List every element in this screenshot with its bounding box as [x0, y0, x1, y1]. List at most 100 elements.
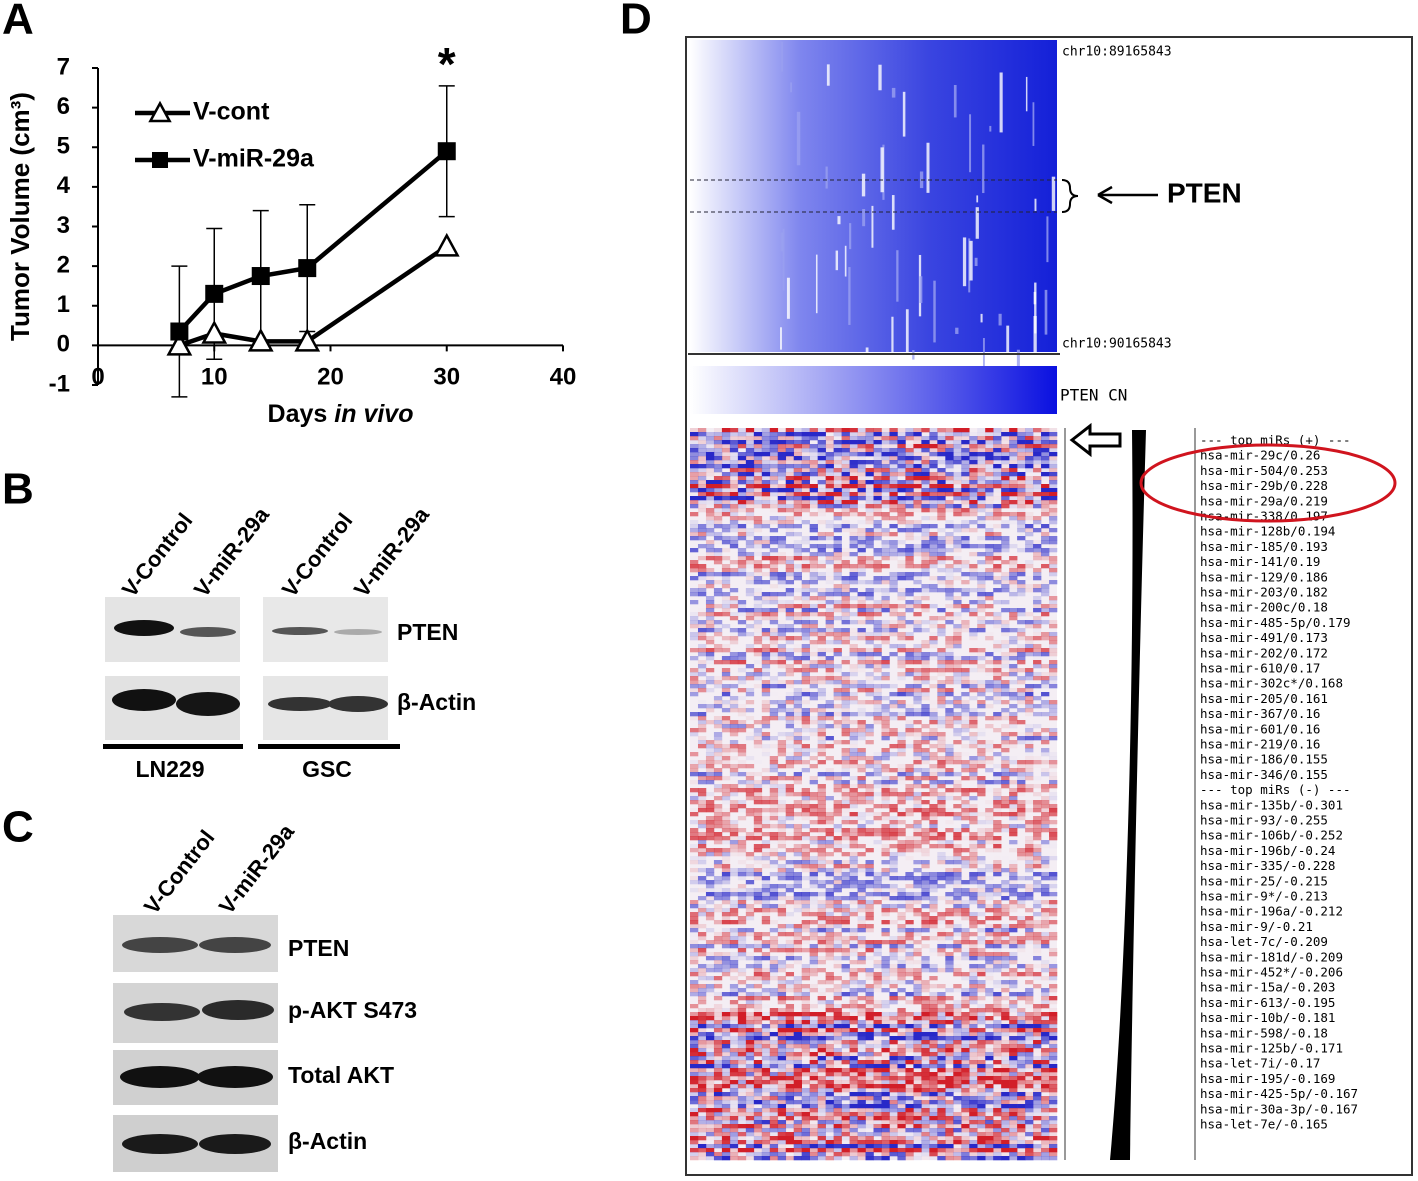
cell	[913, 492, 922, 497]
panel-letter: B	[2, 465, 34, 514]
cell	[857, 572, 866, 577]
cell	[785, 932, 795, 937]
cell	[977, 988, 986, 993]
cell	[809, 860, 818, 865]
cell	[1041, 492, 1050, 497]
cell	[713, 848, 723, 853]
cell	[801, 700, 810, 705]
cell	[873, 500, 882, 505]
cell	[857, 496, 866, 501]
cell	[690, 484, 699, 489]
cell	[865, 728, 874, 733]
cell	[905, 484, 914, 489]
cell	[945, 616, 954, 621]
cell	[713, 548, 723, 553]
cell	[929, 820, 938, 825]
cell	[833, 812, 842, 817]
cell	[1033, 556, 1042, 561]
cell	[785, 520, 795, 525]
cell	[865, 864, 874, 869]
cell	[977, 896, 986, 901]
cell	[913, 564, 922, 569]
cell	[849, 532, 858, 537]
cell	[897, 500, 906, 505]
cell	[865, 604, 874, 609]
cell	[921, 736, 930, 741]
cell	[697, 780, 707, 785]
cell	[833, 676, 842, 681]
cell	[753, 972, 763, 977]
cell	[937, 768, 946, 773]
cell	[721, 624, 731, 629]
cell	[921, 680, 930, 685]
cell	[690, 800, 699, 805]
cell	[977, 752, 986, 757]
cell	[1001, 548, 1010, 553]
cell	[705, 800, 715, 805]
cell	[969, 452, 978, 457]
cell	[737, 936, 747, 941]
cell	[1041, 760, 1050, 765]
cell	[857, 784, 866, 789]
cell	[897, 468, 906, 473]
cell	[857, 928, 866, 933]
cell	[961, 828, 970, 833]
cell	[690, 792, 698, 796]
cell	[849, 500, 858, 505]
cell	[809, 928, 818, 933]
cell	[857, 956, 866, 961]
cell	[905, 876, 914, 881]
cell	[889, 868, 898, 873]
cell	[889, 948, 898, 953]
cell	[841, 804, 850, 809]
cell	[921, 552, 930, 557]
cell	[897, 496, 906, 501]
cell	[1041, 504, 1050, 509]
cell	[849, 868, 858, 873]
cell	[697, 820, 707, 825]
cell	[1041, 476, 1049, 480]
cell	[889, 992, 898, 997]
cell	[937, 500, 946, 505]
cell	[961, 952, 970, 957]
cell	[977, 508, 986, 513]
band	[120, 1066, 200, 1088]
cell	[785, 888, 795, 893]
cell	[993, 828, 1002, 833]
cell	[873, 664, 882, 669]
cell	[761, 820, 771, 825]
cell	[713, 772, 723, 777]
cell	[977, 920, 986, 925]
cell	[825, 616, 834, 621]
cell	[705, 940, 715, 945]
cell	[929, 784, 938, 789]
streak	[968, 238, 971, 293]
cell	[777, 644, 787, 649]
cell	[897, 744, 906, 749]
cell	[977, 828, 986, 833]
cell	[937, 688, 946, 693]
cell	[1049, 660, 1058, 665]
cell	[697, 912, 707, 917]
cell	[793, 660, 802, 665]
cell	[849, 900, 858, 905]
streak	[902, 91, 906, 137]
cell	[753, 844, 763, 849]
cell	[777, 672, 787, 677]
cell	[881, 892, 890, 897]
cell	[753, 608, 763, 613]
cell	[969, 716, 978, 721]
cell	[833, 664, 842, 669]
cell	[697, 704, 707, 709]
cell	[929, 916, 938, 921]
cell	[1041, 988, 1050, 993]
cell	[897, 796, 906, 801]
cell	[809, 856, 818, 861]
cell	[865, 940, 874, 945]
cell	[953, 756, 962, 761]
cell	[1009, 924, 1018, 929]
cell	[793, 760, 802, 765]
cell	[761, 940, 771, 945]
cell	[785, 996, 795, 1001]
cell	[1009, 652, 1018, 657]
